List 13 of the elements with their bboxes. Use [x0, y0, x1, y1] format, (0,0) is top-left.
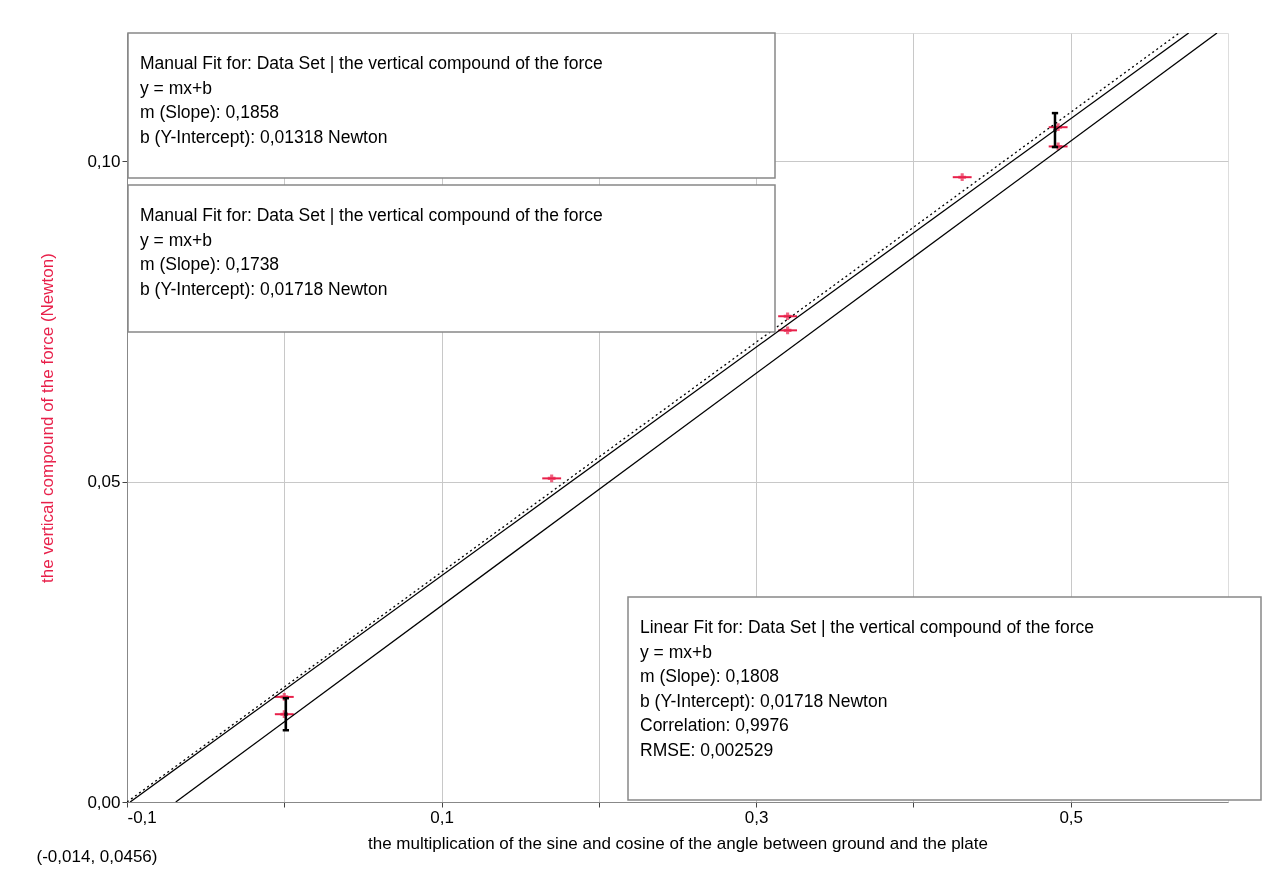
- y-tick-label: 0,05: [87, 472, 121, 492]
- x-axis-title: the multiplication of the sine and cosine of the angle between ground and the plate: [368, 833, 988, 853]
- y-axis-title: the vertical compound of the force (Newton): [38, 253, 58, 583]
- x-tick-label: 0,3: [744, 807, 769, 827]
- x-tick-label: -0,1: [127, 807, 157, 827]
- y-tick-label: 0,10: [87, 151, 121, 171]
- annotation: Linear Fit for: Data Set | the vertical compound of the force y = mx+b m (Slope): 0,1808 b (Y-Intercept): 0,01718 Newton Correlation: 0,9976 RMSE: 0,002529: [640, 617, 1094, 760]
- text: (-0,014, 0,0456): [36, 847, 158, 866]
- x-tick-label: 0,1: [430, 807, 454, 827]
- annotation: Manual Fit for: Data Set | the vertical compound of the force y = mx+b m (Slope): 0,1858 b (Y-Intercept): 0,01318 Newton: [140, 53, 603, 147]
- y-tick-label: 0,00: [87, 792, 121, 812]
- x-tick-label: 0,5: [1059, 807, 1084, 827]
- annotation: Manual Fit for: Data Set | the vertical compound of the force y = mx+b m (Slope): 0,1738 b (Y-Intercept): 0,01718 Newton: [140, 205, 603, 299]
